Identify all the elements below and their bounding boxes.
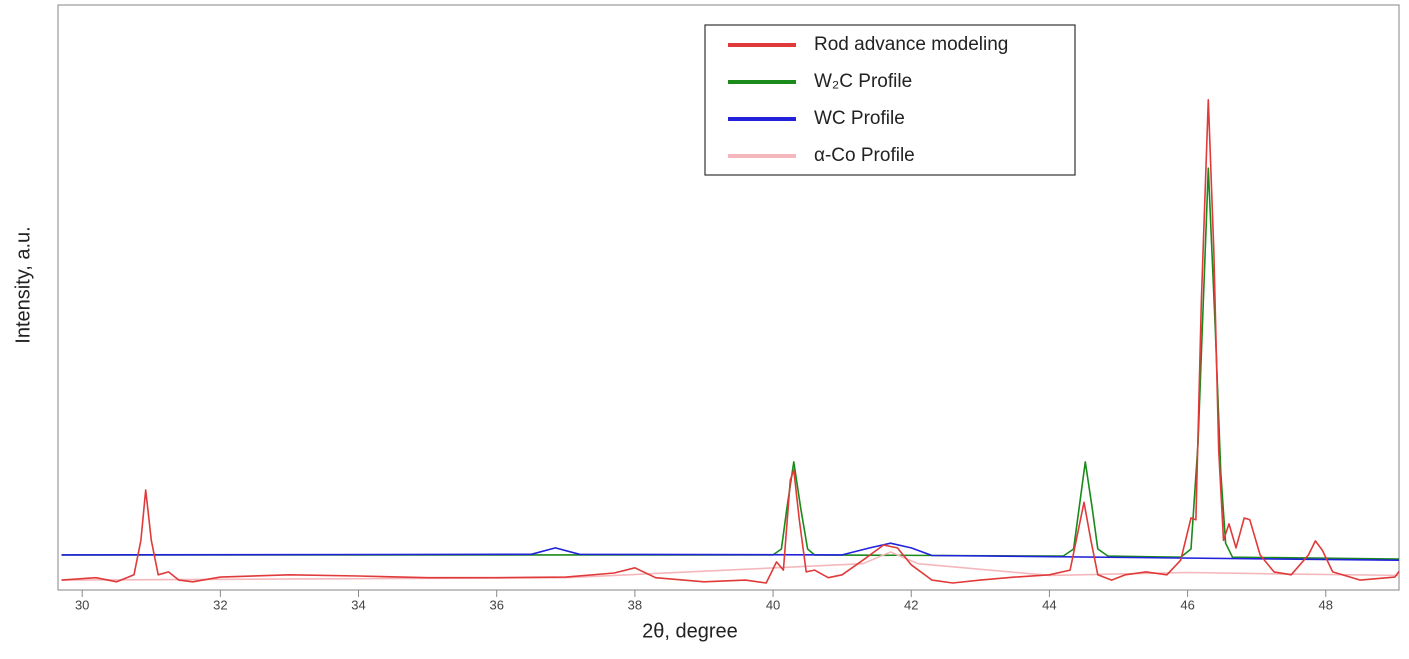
legend-label: α-Co Profile [814, 145, 915, 166]
series-line [61, 551, 1400, 581]
plot-frame [57, 4, 1400, 591]
x-tick-label: 48 [1319, 597, 1333, 612]
legend-box [704, 24, 1076, 176]
y-axis-title: Intensity, a.u. [12, 226, 34, 343]
x-tick-label: 36 [489, 597, 503, 612]
x-tick-label: 40 [766, 597, 780, 612]
x-tick-label: 44 [1042, 597, 1056, 612]
legend-label: Rod advance modeling [814, 34, 1008, 55]
series-line [61, 542, 1400, 561]
x-tick-label: 32 [213, 597, 227, 612]
series-line [61, 99, 1400, 584]
series-line [61, 167, 1400, 560]
x-tick-label: 46 [1180, 597, 1194, 612]
x-tick-label: 30 [75, 597, 89, 612]
x-tick-label: 42 [904, 597, 918, 612]
legend-label: W₂C Profile [814, 71, 912, 92]
x-tick-label: 38 [628, 597, 642, 612]
x-axis-title: 2θ, degree [642, 620, 738, 642]
x-tick-label: 34 [351, 597, 365, 612]
legend-label: WC Profile [814, 108, 905, 129]
